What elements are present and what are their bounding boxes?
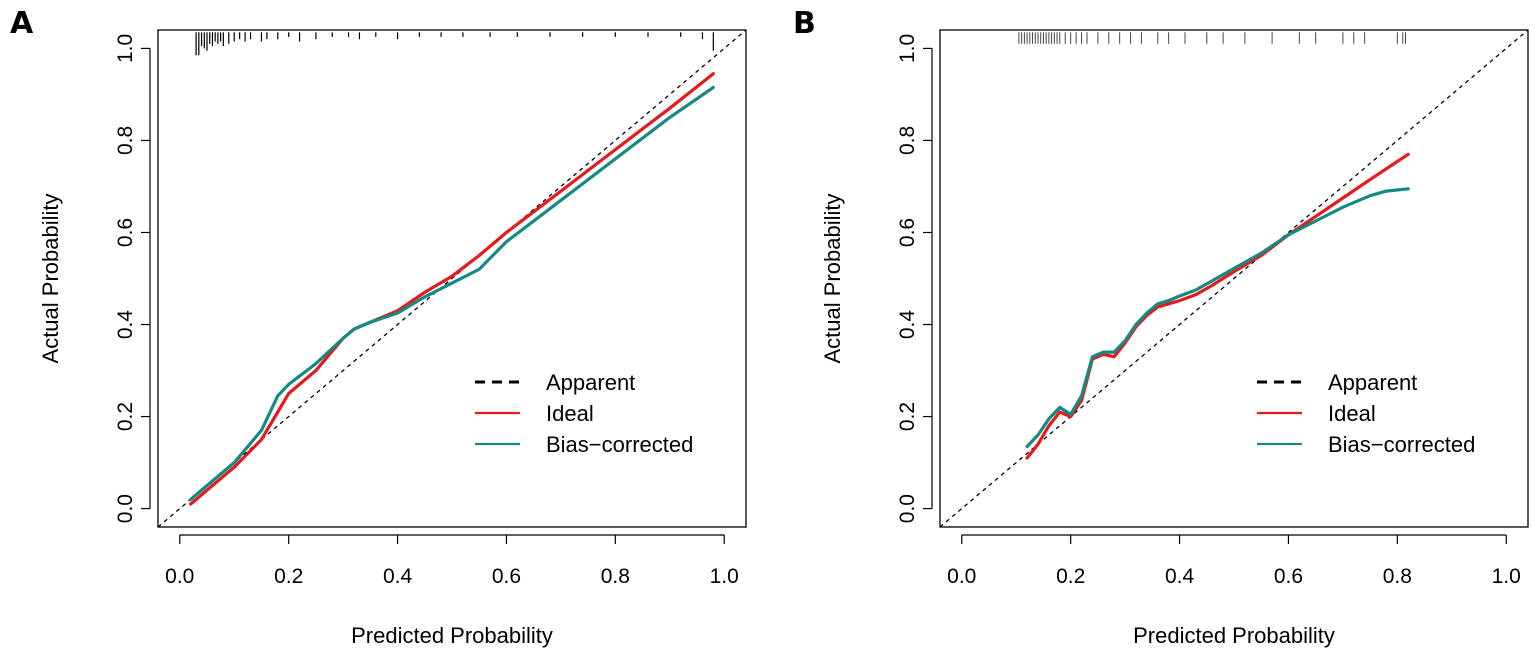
bias-corrected-series-line [189,85,715,501]
panel-label: A [10,6,34,41]
y-tick-label: 0.4 [896,310,919,340]
legend-label: Bias−corrected [1328,432,1475,457]
y-tick-label: 0.8 [114,126,137,155]
x-tick-label: 0.0 [947,565,976,588]
x-tick-label: 0.0 [165,565,194,588]
x-axis-title: Predicted Probability [351,623,553,648]
x-tick-label: 0.8 [1383,565,1412,588]
y-tick-label: 1.0 [896,34,919,63]
plot-frame [157,29,747,528]
y-tick-label: 0.6 [896,218,919,247]
x-tick-label: 1.0 [710,565,739,588]
y-tick-label: 0.6 [114,218,137,247]
x-tick-label: 0.2 [274,565,303,588]
calibration-panel-b: B 0.0 0.2 0.4 0.6 0.8 1.0 0.0 0.2 0.4 0.6 0.8 1.0 Pre… [793,6,1529,648]
y-axis-title: Actual Probability [38,194,63,364]
y-tick-label: 0.0 [896,494,919,523]
plot-frame [939,29,1529,528]
x-tick-label: 0.2 [1056,565,1085,588]
legend-label: Bias−corrected [546,432,693,457]
bias-corrected-series-line [1025,187,1410,449]
y-tick-label: 0.8 [896,126,919,155]
legend-label: Apparent [546,370,635,395]
y-tick-label: 0.4 [114,310,137,340]
y-axis-title: Actual Probability [820,194,845,364]
x-tick-label: 0.6 [1274,565,1303,588]
legend: Apparent Ideal Bias−corrected [1257,370,1475,457]
x-tick-label: 0.4 [1165,565,1195,588]
x-tick-label: 1.0 [1492,565,1521,588]
x-tick-label: 0.4 [383,565,413,588]
x-axis-title: Predicted Probability [1133,623,1335,648]
calibration-panel-a: A 0.0 0.2 0.4 0.6 0.8 1.0 0.0 0.2 0.4 0.6 0.8 1.0 Pre… [10,6,747,648]
x-tick-label: 0.8 [601,565,630,588]
legend-label: Apparent [1328,370,1417,395]
legend: Apparent Ideal Bias−corrected [475,370,693,457]
x-tick-label: 0.6 [492,565,521,588]
y-tick-label: 0.2 [896,402,919,431]
legend-label: Ideal [546,401,594,426]
y-tick-label: 0.0 [114,494,137,523]
panel-label: B [793,6,816,41]
y-tick-label: 1.0 [114,34,137,63]
y-tick-label: 0.2 [114,402,137,431]
legend-label: Ideal [1328,401,1376,426]
